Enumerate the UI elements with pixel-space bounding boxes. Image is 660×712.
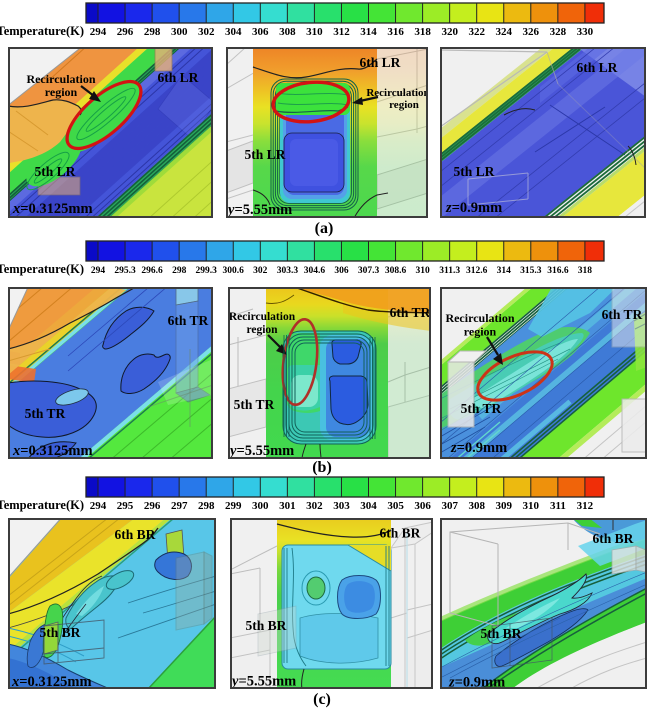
svg-text:294: 294 — [90, 26, 107, 38]
svg-text:y=5.55mm: y=5.55mm — [230, 674, 296, 690]
svg-text:306: 306 — [334, 266, 349, 276]
svg-text:region: region — [246, 324, 278, 336]
svg-text:295.3: 295.3 — [114, 266, 136, 276]
svg-text:6th TR: 6th TR — [390, 305, 431, 320]
svg-text:304.6: 304.6 — [304, 266, 326, 276]
svg-text:326: 326 — [523, 26, 540, 38]
svg-text:298: 298 — [198, 500, 215, 512]
svg-text:Temperature(K): Temperature(K) — [0, 24, 84, 38]
svg-text:310: 310 — [415, 266, 430, 276]
svg-text:Recirculation: Recirculation — [366, 87, 428, 99]
svg-text:6th LR: 6th LR — [577, 60, 618, 75]
svg-text:5th LR: 5th LR — [454, 164, 495, 179]
svg-text:306: 306 — [414, 500, 431, 512]
svg-text:328: 328 — [550, 26, 567, 38]
svg-text:309: 309 — [496, 500, 513, 512]
svg-text:x=0.3125mm: x=0.3125mm — [12, 201, 93, 217]
svg-text:z=0.9mm: z=0.9mm — [445, 200, 502, 216]
svg-text:312: 312 — [577, 500, 594, 512]
svg-text:296: 296 — [117, 26, 134, 38]
svg-text:6th BR: 6th BR — [593, 531, 634, 546]
svg-text:298: 298 — [144, 26, 161, 38]
svg-text:310: 310 — [306, 26, 323, 38]
svg-text:312: 312 — [333, 26, 350, 38]
svg-text:Recirculation: Recirculation — [26, 72, 95, 86]
svg-text:314: 314 — [360, 26, 377, 38]
svg-text:308: 308 — [468, 500, 485, 512]
svg-text:5th BR: 5th BR — [481, 626, 522, 641]
svg-text:6th TR: 6th TR — [602, 307, 643, 322]
svg-text:302: 302 — [306, 500, 323, 512]
svg-text:299.3: 299.3 — [196, 266, 218, 276]
svg-text:302: 302 — [253, 266, 268, 276]
svg-text:330: 330 — [577, 26, 594, 38]
svg-text:Temperature(K): Temperature(K) — [0, 498, 84, 512]
svg-text:308.6: 308.6 — [385, 266, 407, 276]
svg-text:297: 297 — [171, 500, 188, 512]
svg-text:314: 314 — [497, 266, 512, 276]
svg-text:299: 299 — [225, 500, 242, 512]
svg-text:z=0.9mm: z=0.9mm — [450, 440, 507, 456]
svg-text:y=5.55mm: y=5.55mm — [226, 202, 292, 218]
svg-text:296.6: 296.6 — [141, 266, 163, 276]
svg-text:region: region — [45, 85, 78, 99]
svg-text:5th TR: 5th TR — [234, 397, 275, 412]
svg-text:310: 310 — [523, 500, 540, 512]
svg-text:300.6: 300.6 — [223, 266, 245, 276]
svg-text:region: region — [389, 99, 419, 111]
svg-text:z=0.9mm: z=0.9mm — [448, 675, 505, 690]
svg-text:316: 316 — [387, 26, 404, 38]
svg-text:322: 322 — [468, 26, 485, 38]
svg-text:Recirculation: Recirculation — [229, 311, 296, 323]
svg-text:6th BR: 6th BR — [380, 526, 421, 541]
svg-text:298: 298 — [172, 266, 187, 276]
svg-text:5th LR: 5th LR — [245, 147, 286, 162]
svg-text:301: 301 — [279, 500, 296, 512]
svg-text:312.6: 312.6 — [466, 266, 488, 276]
svg-text:320: 320 — [441, 26, 458, 38]
svg-text:y=5.55mm: y=5.55mm — [228, 443, 294, 459]
svg-text:306: 306 — [252, 26, 269, 38]
svg-text:304: 304 — [360, 500, 377, 512]
svg-text:294: 294 — [90, 500, 107, 512]
svg-text:296: 296 — [144, 500, 161, 512]
svg-text:5th BR: 5th BR — [246, 618, 287, 633]
svg-text:Temperature(K): Temperature(K) — [0, 262, 84, 276]
svg-text:305: 305 — [387, 500, 404, 512]
svg-text:308: 308 — [279, 26, 296, 38]
svg-text:304: 304 — [225, 26, 242, 38]
svg-text:region: region — [464, 325, 497, 339]
svg-text:5th TR: 5th TR — [461, 401, 502, 416]
svg-text:316.6: 316.6 — [547, 266, 569, 276]
svg-text:Recirculation: Recirculation — [445, 311, 514, 325]
svg-text:315.3: 315.3 — [520, 266, 542, 276]
svg-text:303.3: 303.3 — [277, 266, 299, 276]
svg-text:6th TR: 6th TR — [168, 313, 209, 328]
svg-text:x=0.3125mm: x=0.3125mm — [11, 674, 92, 689]
svg-text:6th LR: 6th LR — [360, 55, 401, 70]
svg-text:318: 318 — [578, 266, 593, 276]
svg-text:6th LR: 6th LR — [158, 70, 199, 85]
svg-text:294: 294 — [91, 266, 106, 276]
svg-text:300: 300 — [252, 500, 269, 512]
svg-text:307: 307 — [441, 500, 458, 512]
svg-text:318: 318 — [414, 26, 431, 38]
svg-text:295: 295 — [117, 500, 134, 512]
svg-text:302: 302 — [198, 26, 215, 38]
svg-text:x=0.3125mm: x=0.3125mm — [12, 443, 93, 459]
svg-text:5th BR: 5th BR — [40, 625, 81, 640]
svg-text:311: 311 — [550, 500, 566, 512]
svg-text:307.3: 307.3 — [358, 266, 380, 276]
svg-text:303: 303 — [333, 500, 350, 512]
svg-text:300: 300 — [171, 26, 188, 38]
svg-text:6th BR: 6th BR — [115, 527, 156, 542]
svg-text:5th LR: 5th LR — [35, 164, 76, 179]
svg-text:5th TR: 5th TR — [25, 406, 66, 421]
svg-text:311.3: 311.3 — [439, 266, 460, 276]
svg-text:324: 324 — [496, 26, 513, 38]
